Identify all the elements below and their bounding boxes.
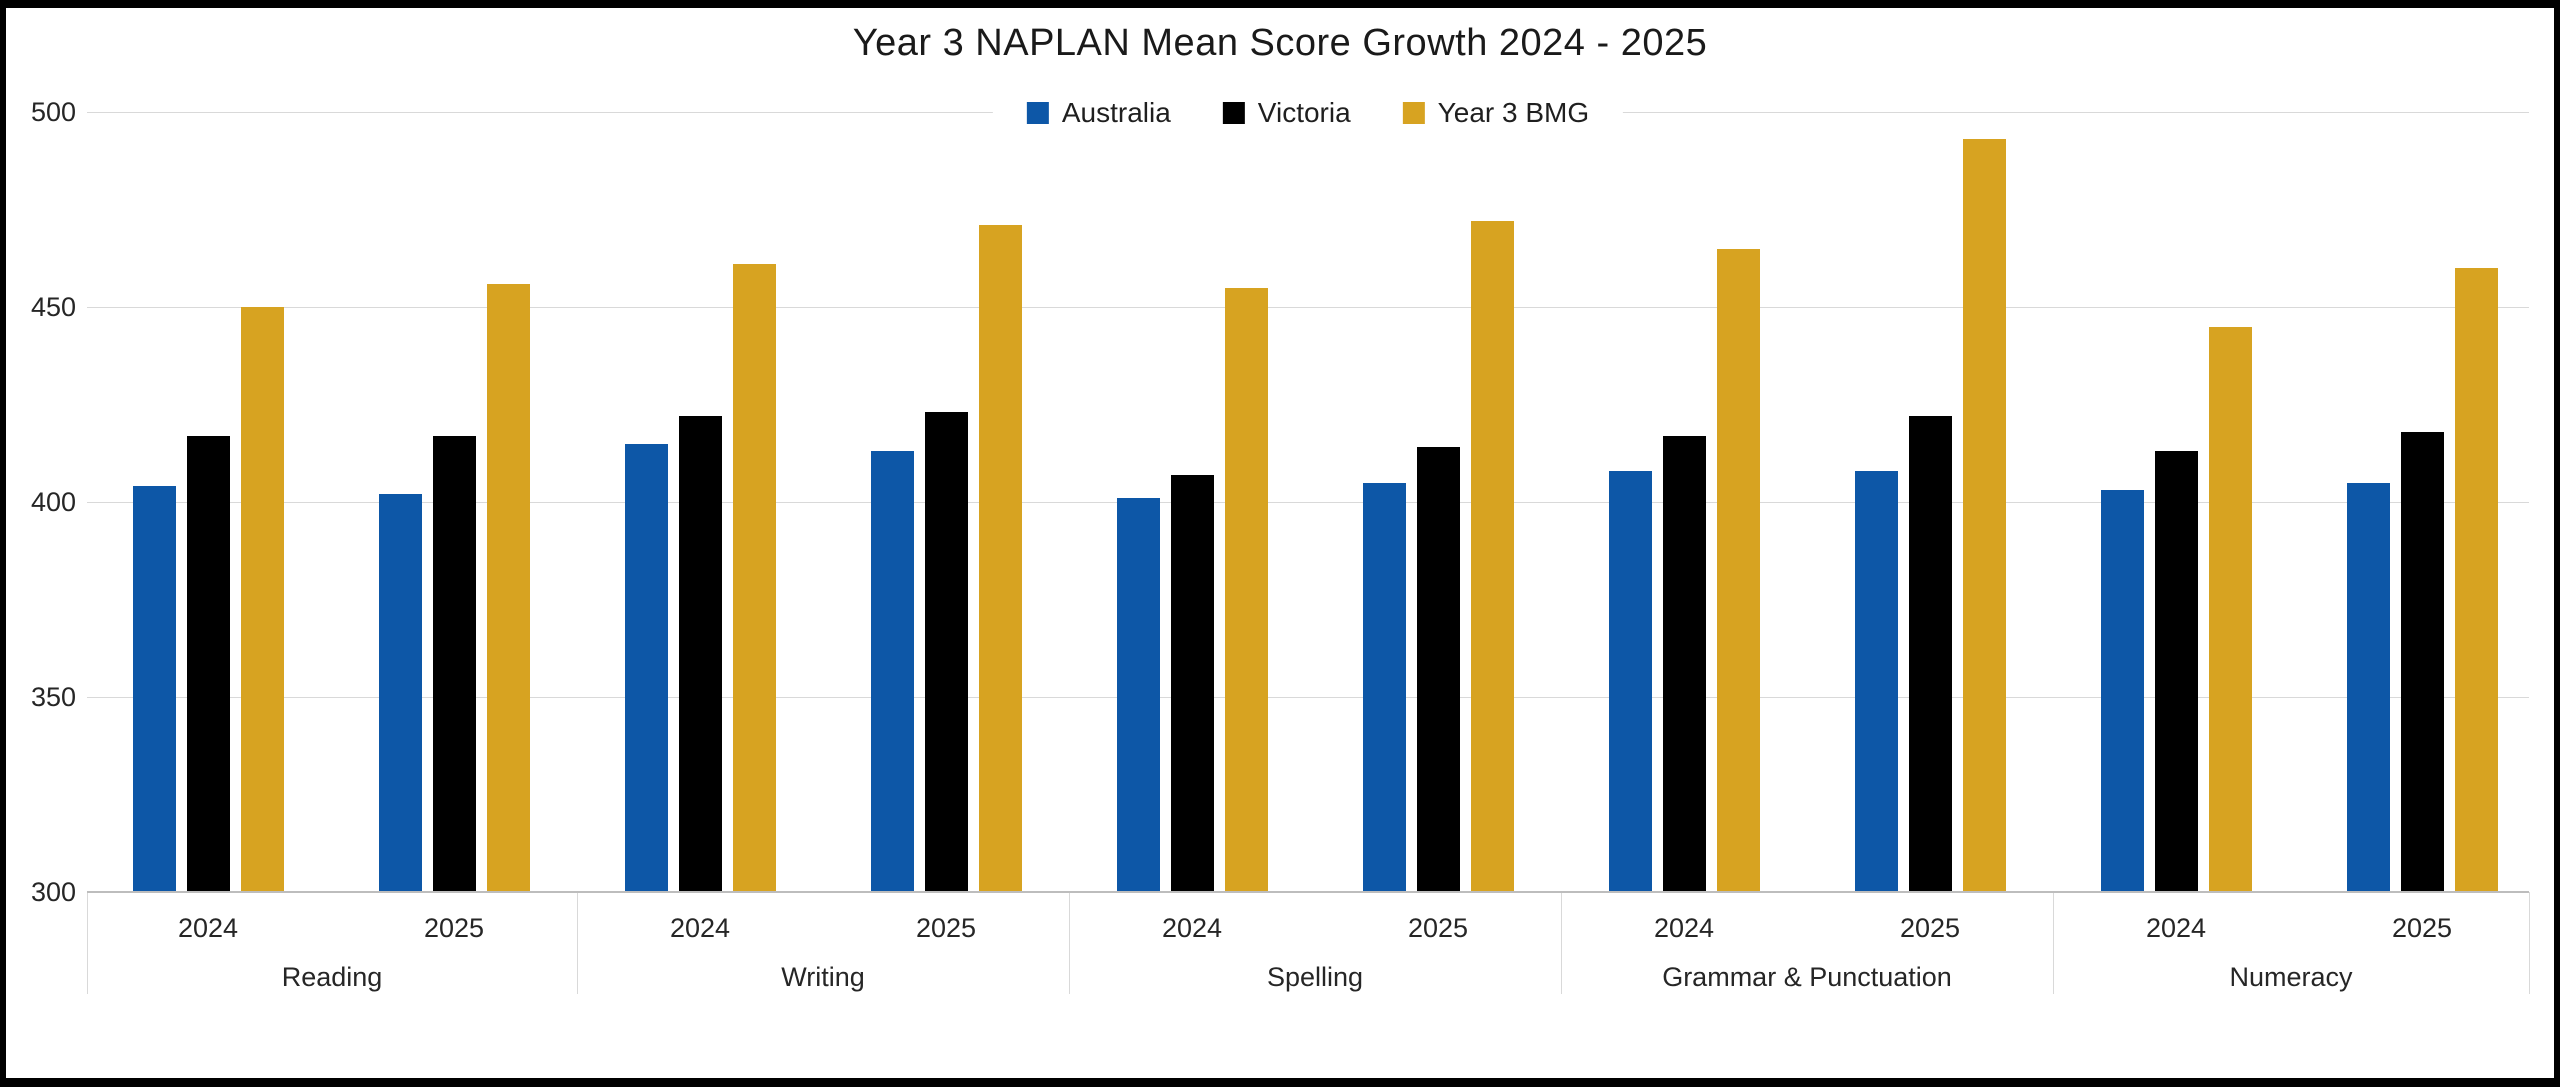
- bar-australia-numeracy-2025: [2347, 482, 2390, 892]
- category-divider: [2053, 892, 2054, 994]
- group-label: Spelling: [1266, 962, 1364, 992]
- group-label: Grammar & Punctuation: [1662, 962, 1952, 992]
- group-label: Numeracy: [2229, 962, 2353, 992]
- gridline-400: [87, 502, 2529, 503]
- bar-year-3-bmg-grammar-punctuation-2024: [1717, 248, 1760, 892]
- chart-canvas: Year 3 NAPLAN Mean Score Growth 2024 - 2…: [6, 8, 2554, 1078]
- legend-item-year-3-bmg: Year 3 BMG: [1402, 97, 1590, 129]
- year-label: 2025: [423, 913, 485, 943]
- group-label: Reading: [281, 962, 383, 992]
- chart-legend: Australia Victoria Year 3 BMG: [992, 93, 1624, 133]
- bar-australia-spelling-2025: [1363, 482, 1406, 892]
- y-tick-label-500: 500: [30, 97, 76, 127]
- bar-year-3-bmg-writing-2024: [733, 264, 776, 892]
- y-tick-label-450: 450: [30, 292, 76, 322]
- bar-victoria-numeracy-2024: [2155, 451, 2198, 892]
- category-divider: [87, 892, 88, 994]
- bar-victoria-writing-2024: [679, 416, 722, 892]
- category-divider: [1069, 892, 1070, 994]
- bar-year-3-bmg-numeracy-2024: [2209, 326, 2252, 892]
- bar-australia-grammar-punctuation-2024: [1609, 470, 1652, 892]
- year-label: 2024: [1161, 913, 1223, 943]
- bar-australia-writing-2025: [871, 451, 914, 892]
- y-tick-label-400: 400: [30, 487, 76, 517]
- category-divider: [2529, 892, 2530, 994]
- gridline-350: [87, 697, 2529, 698]
- bar-australia-spelling-2024: [1117, 498, 1160, 892]
- legend-swatch-icon: [1222, 102, 1245, 124]
- bar-year-3-bmg-writing-2025: [979, 225, 1022, 892]
- gridline-450: [87, 307, 2529, 308]
- y-tick-label-300: 300: [30, 877, 76, 907]
- year-label: 2025: [2391, 913, 2453, 943]
- legend-item-australia: Australia: [1026, 97, 1171, 129]
- bar-year-3-bmg-reading-2024: [241, 307, 284, 892]
- bar-year-3-bmg-spelling-2024: [1225, 287, 1268, 892]
- year-label: 2025: [1407, 913, 1469, 943]
- category-divider: [577, 892, 578, 994]
- bar-australia-writing-2024: [625, 443, 668, 892]
- bar-victoria-reading-2025: [433, 435, 476, 892]
- bar-victoria-grammar-punctuation-2025: [1909, 416, 1952, 892]
- year-label: 2024: [177, 913, 239, 943]
- bar-year-3-bmg-reading-2025: [487, 283, 530, 892]
- bar-year-3-bmg-grammar-punctuation-2025: [1963, 139, 2006, 892]
- y-tick-label-350: 350: [30, 682, 76, 712]
- legend-item-victoria: Victoria: [1222, 97, 1351, 129]
- year-label: 2025: [1899, 913, 1961, 943]
- bar-year-3-bmg-numeracy-2025: [2455, 268, 2498, 892]
- bar-victoria-writing-2025: [925, 412, 968, 892]
- bar-year-3-bmg-spelling-2025: [1471, 221, 1514, 892]
- chart-title: Year 3 NAPLAN Mean Score Growth 2024 - 2…: [852, 22, 1708, 64]
- year-label: 2024: [2145, 913, 2207, 943]
- bar-victoria-spelling-2024: [1171, 474, 1214, 892]
- legend-swatch-icon: [1026, 102, 1049, 124]
- bar-victoria-reading-2024: [187, 435, 230, 892]
- bar-australia-grammar-punctuation-2025: [1855, 470, 1898, 892]
- legend-swatch-icon: [1402, 102, 1425, 124]
- legend-label: Year 3 BMG: [1437, 97, 1590, 128]
- legend-label: Australia: [1061, 97, 1171, 128]
- bar-australia-reading-2025: [379, 494, 422, 892]
- bar-victoria-grammar-punctuation-2024: [1663, 435, 1706, 892]
- year-label: 2024: [669, 913, 731, 943]
- legend-label: Victoria: [1257, 97, 1351, 128]
- bar-victoria-spelling-2025: [1417, 447, 1460, 892]
- year-label: 2024: [1653, 913, 1715, 943]
- bar-australia-numeracy-2024: [2101, 490, 2144, 892]
- year-label: 2025: [915, 913, 977, 943]
- bar-australia-reading-2024: [133, 486, 176, 892]
- bar-victoria-numeracy-2025: [2401, 431, 2444, 892]
- group-label: Writing: [781, 962, 865, 992]
- category-divider: [1561, 892, 1562, 994]
- x-axis-line: [87, 891, 2529, 893]
